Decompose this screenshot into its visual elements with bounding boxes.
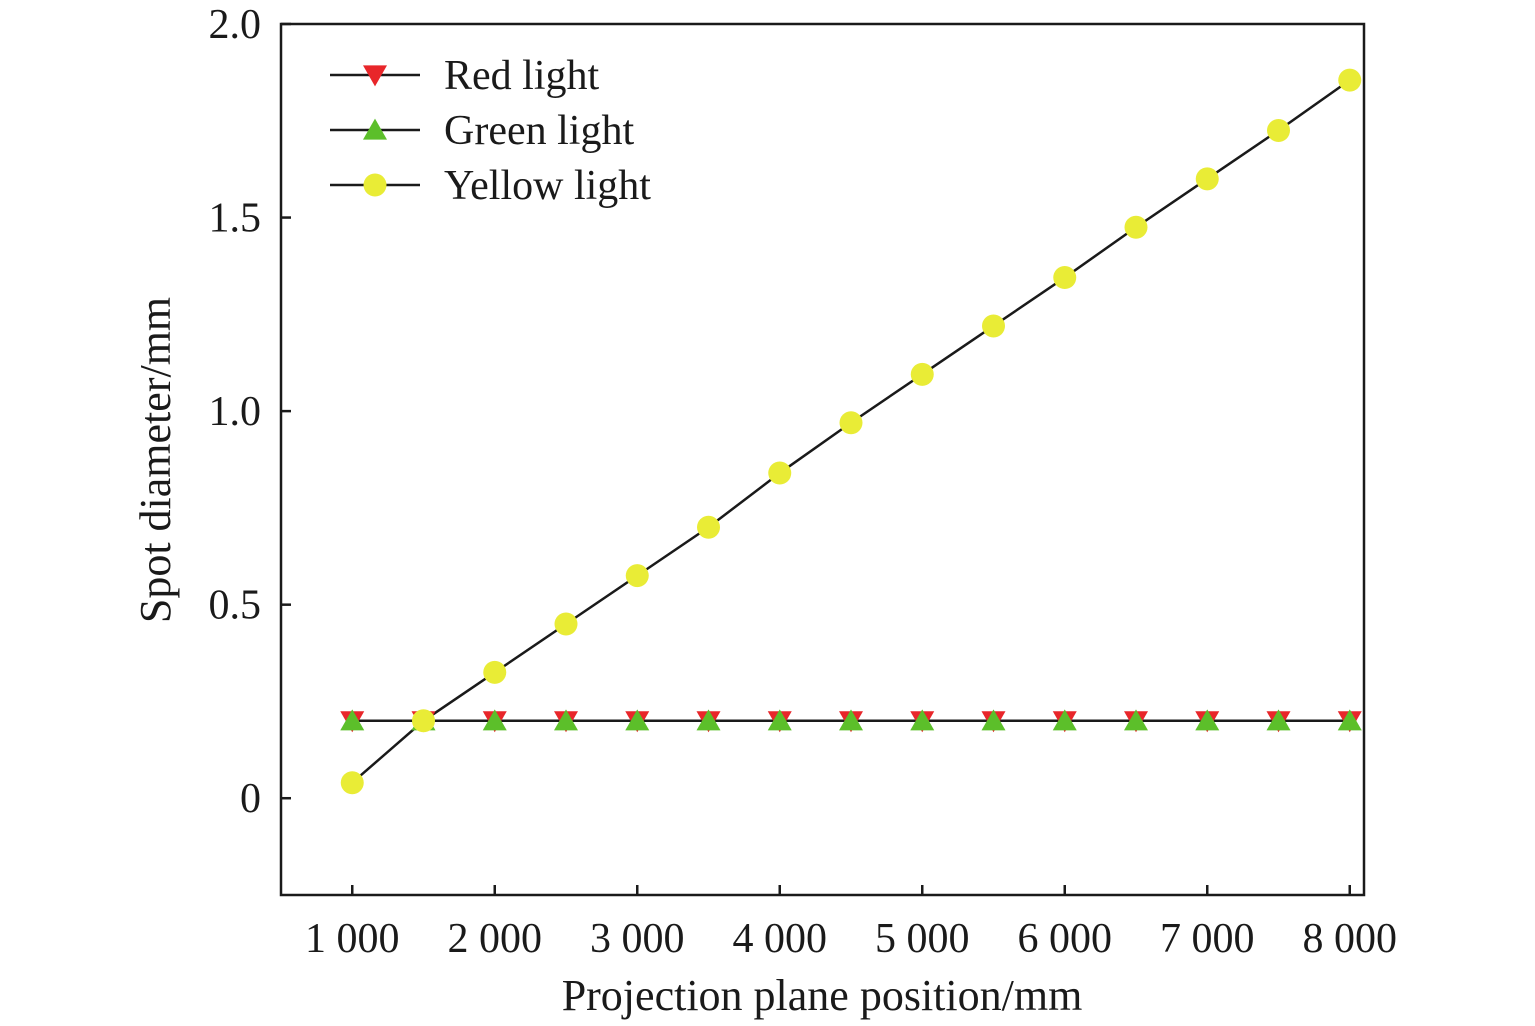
y-axis-ticks: 0 0.5 1.0 1.5 2.0: [209, 2, 291, 822]
plot-frame: [279, 22, 1366, 897]
x-tick-label: 4 000: [733, 916, 828, 962]
yellow-light-point: [768, 461, 792, 485]
yellow-light-point: [1053, 266, 1077, 290]
green-light-point: [696, 709, 721, 731]
green-light-point: [482, 709, 507, 731]
legend-label-green-light: Green light: [444, 108, 634, 154]
y-tick-label: 0: [240, 776, 261, 822]
yellow-light-point: [1338, 68, 1362, 92]
yellow-light-point: [1124, 215, 1148, 239]
green-light-point: [910, 709, 935, 731]
yellow-light-point: [554, 612, 578, 636]
green-light-point: [981, 709, 1006, 731]
yellow-light-point: [910, 362, 934, 386]
green-light-point: [1337, 709, 1362, 731]
green-light-point: [340, 709, 365, 731]
legend-label-yellow-light: Yellow light: [444, 163, 651, 209]
green-light-point: [625, 709, 650, 731]
yellow-light-point: [1195, 167, 1219, 191]
y-tick-label: 1.5: [209, 196, 262, 242]
yellow-light-point: [412, 709, 435, 733]
x-tick-label: 5 000: [875, 916, 970, 962]
legend-marker-green-light: [363, 118, 387, 140]
y-tick-label: 2.0: [209, 2, 262, 48]
x-tick-label: 7 000: [1160, 916, 1255, 962]
legend-label-red-light: Red light: [444, 53, 599, 99]
green-light-point: [1124, 709, 1148, 731]
x-tick-label: 1 000: [305, 916, 400, 962]
yellow-light-point: [1267, 118, 1290, 142]
x-tick-label: 2 000: [448, 916, 543, 962]
green-light-point: [839, 709, 863, 731]
legend: Red light Green light Yellow light: [330, 53, 651, 209]
legend-marker-yellow-light: [363, 173, 387, 197]
yellow-light-point: [982, 314, 1005, 338]
x-axis-title: Projection plane position/mm: [562, 971, 1083, 1020]
series-layer: [340, 68, 1362, 795]
green-light-point: [554, 709, 578, 731]
yellow-light-point: [340, 771, 364, 795]
yellow-light-point: [839, 411, 863, 435]
x-axis-ticks: 1 000 2 000 3 000 4 000 5 000 6 000 7 000 8 000: [305, 885, 1397, 962]
x-tick-label: 8 000: [1303, 916, 1398, 962]
legend-marker-red-light: [363, 65, 387, 87]
green-light-point: [767, 709, 792, 731]
green-light-point: [1266, 709, 1291, 731]
green-light-point: [1052, 709, 1077, 731]
y-tick-label: 1.0: [209, 389, 262, 435]
x-tick-label: 6 000: [1018, 916, 1113, 962]
x-tick-label: 3 000: [590, 916, 685, 962]
yellow-light-point: [483, 660, 507, 684]
yellow-light-point: [625, 564, 649, 588]
y-tick-label: 0.5: [209, 583, 262, 629]
green-light-point: [1195, 709, 1220, 731]
yellow-light-point: [697, 515, 720, 539]
y-axis-title: Spot diameter/mm: [131, 297, 180, 623]
